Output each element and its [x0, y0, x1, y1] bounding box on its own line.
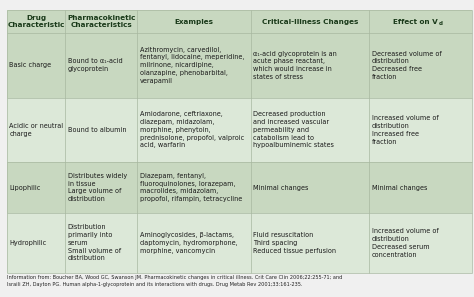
Bar [7, 213, 472, 273]
Text: Hydrophilic: Hydrophilic [9, 240, 47, 246]
Text: Basic charge: Basic charge [9, 62, 52, 68]
Text: Azithromycin, carvedilol,
fentanyl, lidocaine, meperidine,
milrinone, nicardipin: Azithromycin, carvedilol, fentanyl, lido… [139, 47, 244, 84]
Text: Effect on V: Effect on V [393, 19, 438, 25]
Text: Decreased volume of
distribution
Decreased free
fraction: Decreased volume of distribution Decreas… [372, 50, 442, 80]
Text: Bound to albumin: Bound to albumin [67, 127, 126, 133]
Text: Critical-Illness Changes: Critical-Illness Changes [262, 19, 358, 25]
Text: α₁-acid glycoprotein is an
acute phase reactant,
which would increase in
states : α₁-acid glycoprotein is an acute phase r… [253, 50, 337, 80]
Text: Pharmacokinetic
Characteristics: Pharmacokinetic Characteristics [67, 15, 136, 28]
Bar [7, 33, 472, 97]
Text: Aminoglycosides, β-lactams,
daptomycin, hydromorphone,
morphine, vancomycin: Aminoglycosides, β-lactams, daptomycin, … [139, 232, 237, 254]
Text: Information from: Boucher BA, Wood GC, Swanson JM. Pharmacokinetic changes in cr: Information from: Boucher BA, Wood GC, S… [7, 275, 342, 287]
Text: Minimal changes: Minimal changes [372, 184, 427, 191]
Text: Diazepam, fentanyl,
fluoroquinolones, lorazepam,
macrolides, midazolam,
propofol: Diazepam, fentanyl, fluoroquinolones, lo… [139, 173, 242, 202]
Text: d: d [439, 21, 443, 26]
Bar [7, 97, 472, 162]
Text: Examples: Examples [174, 19, 214, 25]
Text: Lipophilic: Lipophilic [9, 184, 41, 191]
Text: Increased volume of
distribution
Increased free
fraction: Increased volume of distribution Increas… [372, 115, 438, 145]
Text: Decreased production
and increased vascular
permeability and
catabolism lead to
: Decreased production and increased vascu… [253, 111, 334, 148]
Text: Acidic or neutral
charge: Acidic or neutral charge [9, 123, 64, 137]
Bar [7, 10, 472, 33]
Text: Distribution
primarily into
serum
Small volume of
distribution: Distribution primarily into serum Small … [67, 225, 121, 261]
Text: Drug
Characteristic: Drug Characteristic [8, 15, 65, 28]
Bar [7, 162, 472, 213]
Text: Bound to α₁-acid
glycoprotein: Bound to α₁-acid glycoprotein [67, 58, 122, 72]
Text: Increased volume of
distribution
Decreased serum
concentration: Increased volume of distribution Decreas… [372, 228, 438, 257]
Text: Distributes widely
in tissue
Large volume of
distribution: Distributes widely in tissue Large volum… [67, 173, 127, 202]
Text: Fluid resuscitation
Third spacing
Reduced tissue perfusion: Fluid resuscitation Third spacing Reduce… [253, 232, 337, 254]
Text: Amiodarone, ceftriaxone,
diazepam, midazolam,
morphine, phenytoin,
prednisolone,: Amiodarone, ceftriaxone, diazepam, midaz… [139, 111, 244, 148]
Text: Minimal changes: Minimal changes [253, 184, 309, 191]
